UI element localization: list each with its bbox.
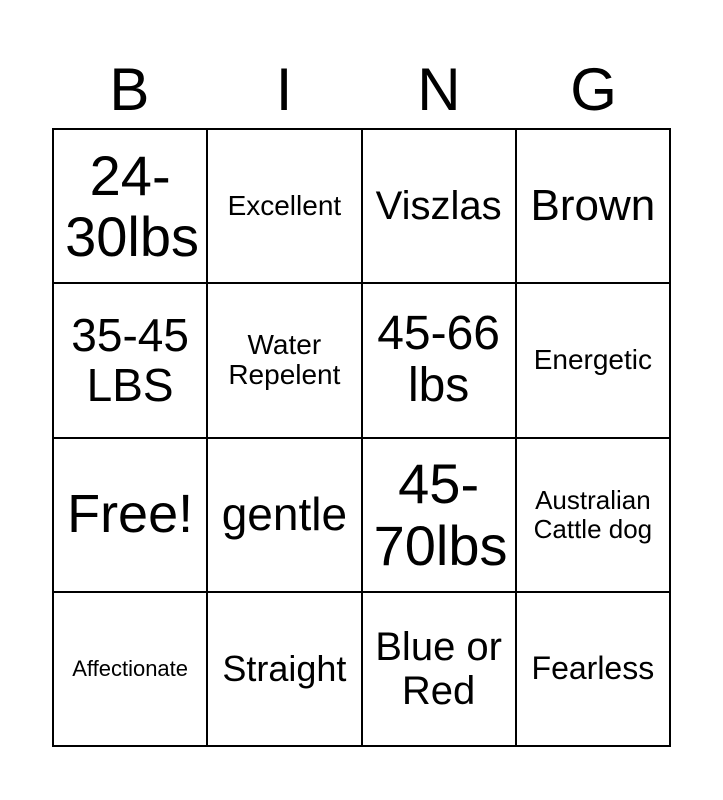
cell-text: 45-70lbs: [373, 452, 508, 577]
bingo-cell[interactable]: Straight: [207, 591, 362, 746]
cell-text: Affectionate: [72, 655, 189, 681]
cell-text: Energetic: [533, 343, 653, 375]
cell-text: Fearless: [531, 650, 655, 687]
header-letter: G: [570, 56, 617, 123]
bingo-cell[interactable]: Fearless: [515, 591, 670, 746]
header-letter: N: [417, 56, 461, 123]
bingo-cell[interactable]: Brown: [515, 129, 670, 284]
bingo-cell[interactable]: Viszlas: [361, 129, 516, 284]
cell-text: Australian Cattle dog: [533, 485, 653, 544]
bingo-cell[interactable]: Excellent: [207, 129, 362, 284]
cell-text: Straight: [222, 648, 347, 690]
bingo-cell[interactable]: 45-66 lbs: [361, 283, 516, 438]
bingo-cell[interactable]: 24-30lbs: [53, 129, 208, 284]
cell-text: gentle: [221, 488, 348, 541]
cell-text: 24-30lbs: [65, 143, 199, 269]
bingo-cell[interactable]: gentle: [207, 437, 362, 592]
header-letter: B: [109, 56, 150, 123]
cell-text: Water Repelent: [228, 328, 341, 391]
cell-text: 45-66 lbs: [377, 306, 500, 413]
bingo-grid: 24-30lbs Excellent Viszlas Brown 35-45 LBS Wa…: [52, 128, 671, 747]
cell-text: Free!: [67, 483, 194, 544]
bingo-cell[interactable]: Australian Cattle dog: [515, 437, 670, 592]
cell-text: Brown: [530, 180, 656, 230]
cell-text: Excellent: [227, 189, 342, 221]
bingo-cell[interactable]: 45-70lbs: [361, 437, 516, 592]
bingo-cell[interactable]: Energetic: [515, 283, 670, 438]
bingo-cell[interactable]: Free!: [53, 437, 208, 592]
bingo-cell[interactable]: Blue or Red: [361, 591, 516, 746]
cell-text: Blue or Red: [375, 624, 502, 713]
bingo-cell[interactable]: Water Repelent: [207, 283, 362, 438]
cell-text: 35-45 LBS: [71, 308, 189, 412]
header-letter: I: [275, 56, 293, 123]
cell-text: Viszlas: [375, 184, 502, 229]
bingo-cell[interactable]: 35-45 LBS: [53, 283, 208, 438]
bingo-cell[interactable]: Affectionate: [53, 591, 208, 746]
